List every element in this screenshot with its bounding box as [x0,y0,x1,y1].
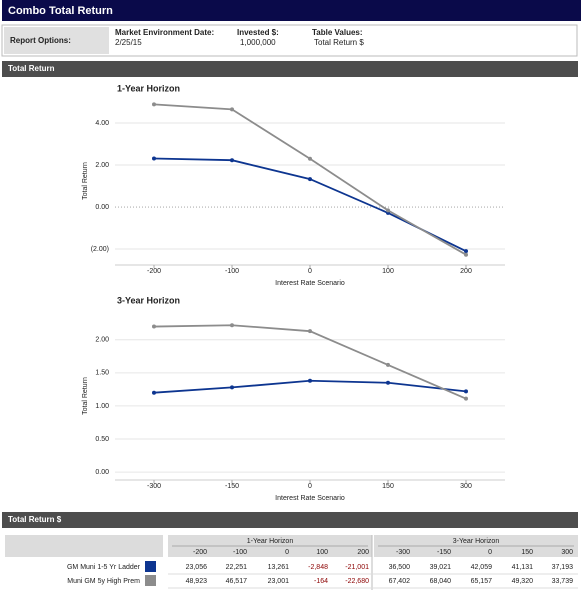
series-line [153,157,467,252]
data-point [230,323,234,328]
y-tick-label: (2.00) [91,246,109,253]
data-point [386,208,390,213]
header-bar [2,0,581,21]
data-point [386,380,390,385]
data-point [152,324,156,329]
table-cell: 42,059 [471,564,493,571]
column-header: 100 [316,549,328,556]
x-tick-label: 150 [382,483,394,490]
table-cell: 13,261 [268,564,290,571]
data-point [308,329,312,334]
chart-title: 1-Year Horizon [117,83,180,93]
data-point [152,102,156,107]
y-tick-label: 0.00 [95,469,109,476]
table-cell: 46,517 [226,578,248,585]
table-cell: 49,320 [512,578,534,585]
x-tick-label: 300 [460,483,472,490]
table-cell: 39,021 [430,564,452,571]
y-tick-label: 4.00 [95,120,109,127]
table-cell: 23,001 [268,578,290,585]
row-swatch [145,575,156,586]
column-header: -200 [193,549,207,556]
column-header: -300 [396,549,410,556]
option-value: Total Return $ [314,38,364,47]
series-line [153,324,467,400]
data-point [464,249,468,254]
y-tick-label: 1.50 [95,370,109,377]
option-label: Invested $: [237,28,279,37]
x-axis-label: Interest Rate Scenario [275,495,345,502]
row-swatch [145,561,156,572]
table-cell: -21,001 [345,564,369,571]
data-point [152,390,156,395]
table-cell: 23,056 [186,564,208,571]
x-tick-label: 0 [308,268,312,275]
table-cell: 41,131 [512,564,534,571]
section-bar [2,512,578,528]
option-label: Table Values: [312,28,363,37]
y-axis-label: Total Return [82,162,89,200]
y-tick-label: 1.00 [95,403,109,410]
y-tick-label: 2.00 [95,162,109,169]
table-cell: 67,402 [389,578,411,585]
group-header: 3-Year Horizon [453,538,500,545]
y-tick-label: 2.00 [95,337,109,344]
data-point [464,389,468,394]
x-tick-label: -100 [225,268,239,275]
column-header: -100 [233,549,247,556]
x-tick-label: -200 [147,268,161,275]
column-header: -150 [437,549,451,556]
x-axis-label: Interest Rate Scenario [275,280,345,287]
column-header: 0 [285,549,289,556]
options-label-cell [4,27,109,54]
y-tick-label: 0.50 [95,436,109,443]
data-point [308,177,312,182]
row-name: GM Muni 1-5 Yr Ladder [67,564,141,571]
table-cell: -2,848 [308,564,328,571]
chart-title: 3-Year Horizon [117,295,180,305]
column-header: 150 [521,549,533,556]
option-value: 1,000,000 [240,38,276,47]
data-point [464,396,468,401]
table-cell: 68,040 [430,578,452,585]
row-name: Muni GM 5y High Prem [67,578,140,585]
group-header: 1-Year Horizon [247,538,294,545]
table-cell: 37,193 [552,564,574,571]
x-tick-label: -150 [225,483,239,490]
column-header: 0 [488,549,492,556]
option-label: Market Environment Date: [115,28,214,37]
table-cell: 33,739 [552,578,574,585]
x-tick-label: 200 [460,268,472,275]
column-header: 300 [561,549,573,556]
table-cell: -22,680 [345,578,369,585]
table-cell: 48,923 [186,578,208,585]
data-point [464,252,468,257]
section-title: Total Return $ [8,515,62,524]
table-cell: 36,500 [389,564,411,571]
section-title: Total Return [8,64,55,73]
options-label: Report Options: [10,36,71,45]
x-tick-label: 0 [308,483,312,490]
table-cell: 65,157 [471,578,493,585]
y-tick-label: 0.00 [95,204,109,211]
data-point [230,385,234,390]
column-header: 200 [357,549,369,556]
data-point [308,378,312,383]
data-point [230,158,234,163]
x-tick-label: -300 [147,483,161,490]
x-tick-label: 100 [382,268,394,275]
data-point [308,156,312,161]
data-point [230,107,234,112]
table-corner [5,535,163,557]
section-bar [2,61,578,77]
table-cell: 22,251 [226,564,248,571]
data-point [386,362,390,367]
y-axis-label: Total Return [82,377,89,415]
data-point [152,156,156,161]
report-title: Combo Total Return [8,5,113,17]
table-cell: -164 [314,578,328,585]
option-value: 2/25/15 [115,38,142,47]
